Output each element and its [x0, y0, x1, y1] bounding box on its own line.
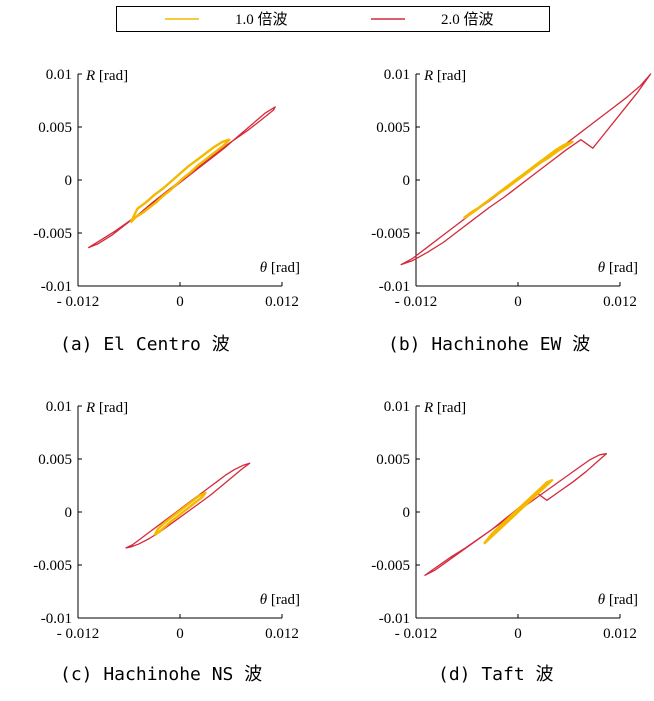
series-2x-loop — [424, 453, 608, 577]
x-tick-label: 0 — [176, 626, 184, 642]
y-tick-label: -0.005 — [371, 558, 410, 574]
y-tick-label: 0.01 — [384, 399, 410, 415]
x-tick-label: 0 — [176, 294, 184, 310]
y-tick-label: 0.005 — [376, 452, 410, 468]
y-tick-label: 0 — [65, 505, 73, 521]
x-tick-label: 0.012 — [603, 294, 637, 310]
x-axis-label: θ [rad] — [598, 592, 638, 608]
x-tick-label: 0.012 — [265, 626, 299, 642]
legend: 1.0 倍波 2.0 倍波 — [116, 6, 550, 32]
legend-label-2x: 2.0 倍波 — [441, 11, 494, 28]
y-tick-label: 0.01 — [46, 67, 72, 83]
y-tick-label: -0.01 — [41, 279, 72, 295]
panel-caption: (c) Hachinohe NS 波 — [60, 664, 262, 685]
x-axis-label: θ [rad] — [598, 260, 638, 276]
panel-caption: (b) Hachinohe EW 波 — [388, 334, 590, 355]
panel-caption: (d) Taft 波 — [438, 664, 554, 685]
series-1x-loop — [483, 479, 554, 545]
y-axis-label: R [rad] — [423, 400, 466, 416]
y-tick-label: -0.01 — [379, 611, 410, 627]
series-2x-loop — [125, 462, 251, 549]
x-tick-label: 0 — [514, 626, 522, 642]
series-2x-loop — [87, 106, 276, 249]
series-1x-loop — [153, 491, 207, 537]
y-tick-label: 0 — [65, 173, 73, 189]
chart-hachinohe-ns: 0.01 0.005 0 -0.005 -0.01- 0.012 0 0.012 R [rad… — [33, 399, 300, 685]
x-tick-label: 0 — [514, 294, 522, 310]
y-tick-label: 0.005 — [376, 120, 410, 136]
chart-hachinohe-ew: 0.01 0.005 0 -0.005 -0.01- 0.012 0 0.012 R [rad… — [371, 67, 652, 355]
x-tick-label: 0.012 — [603, 626, 637, 642]
y-tick-label: 0.01 — [384, 67, 410, 83]
y-tick-label: -0.005 — [33, 558, 72, 574]
y-tick-label: -0.01 — [379, 279, 410, 295]
panel-caption: (a) El Centro 波 — [60, 334, 230, 355]
y-tick-label: -0.01 — [41, 611, 72, 627]
y-axis-label: R [rad] — [423, 68, 466, 84]
legend-label-1x: 1.0 倍波 — [235, 11, 288, 28]
x-tick-label: - 0.012 — [57, 294, 100, 310]
x-tick-label: - 0.012 — [57, 626, 100, 642]
series-1x-loop — [129, 138, 231, 224]
chart-el-centro: 0.01 0.005 0 -0.005 -0.01- 0.012 0 0.012 R [rad… — [33, 67, 300, 355]
x-tick-label: - 0.012 — [395, 626, 438, 642]
y-tick-label: 0.005 — [38, 452, 72, 468]
y-tick-label: -0.005 — [371, 226, 410, 242]
x-tick-label: - 0.012 — [395, 294, 438, 310]
series-1x-loop — [462, 140, 574, 220]
y-tick-label: 0 — [403, 173, 411, 189]
y-tick-label: -0.005 — [33, 226, 72, 242]
y-axis-label: R [rad] — [85, 68, 128, 84]
y-tick-label: 0.01 — [46, 399, 72, 415]
y-tick-label: 0 — [403, 505, 411, 521]
y-tick-label: 0.005 — [38, 120, 72, 136]
chart-taft: 0.01 0.005 0 -0.005 -0.01- 0.012 0 0.012 R [rad… — [371, 399, 638, 685]
series-2x-loop — [400, 73, 652, 266]
x-tick-label: 0.012 — [265, 294, 299, 310]
x-axis-label: θ [rad] — [260, 260, 300, 276]
x-axis-label: θ [rad] — [260, 592, 300, 608]
y-axis-label: R [rad] — [85, 400, 128, 416]
